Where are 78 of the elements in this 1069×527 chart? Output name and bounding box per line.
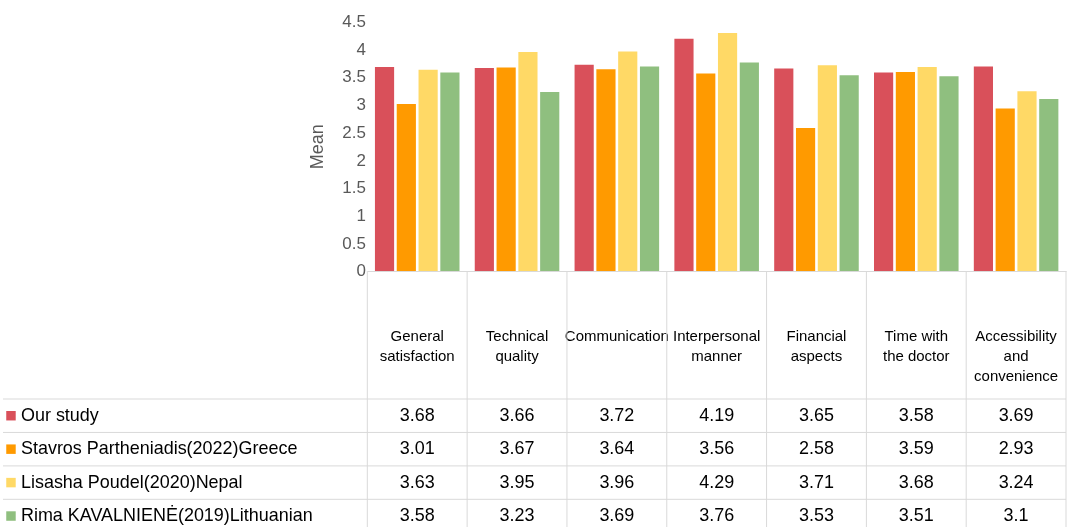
data-label: 2.58 (799, 438, 834, 459)
bar (973, 66, 993, 271)
y-tick-label: 2 (356, 150, 366, 170)
data-label: 3.1 (1003, 505, 1029, 526)
bar (618, 51, 638, 271)
data-label: 3.71 (799, 471, 834, 492)
bar (696, 73, 716, 271)
x-tick-label: Financial aspects (786, 326, 847, 364)
bar (674, 38, 694, 271)
legend-label: Rima KAVALNIENĖ(2019)Lithuanian (20, 505, 313, 526)
y-tick-label: 1 (356, 206, 366, 226)
x-tick-label: Accessibility and convenience (974, 326, 1059, 384)
bar (839, 75, 859, 271)
bar (440, 72, 460, 271)
x-tick-label: Technical quality (485, 326, 549, 364)
bar (496, 67, 516, 271)
data-label: 3.66 (499, 404, 535, 425)
y-tick-label: 0 (356, 261, 366, 281)
data-label: 3.64 (599, 438, 635, 459)
data-label: 3.63 (399, 471, 435, 492)
data-label: 3.76 (699, 505, 735, 526)
data-label: 4.29 (699, 471, 735, 492)
bar (817, 65, 837, 271)
data-label: 3.58 (399, 505, 435, 526)
bar (795, 127, 816, 271)
y-tick-label: 3 (356, 95, 366, 115)
bar (518, 51, 538, 271)
bar (995, 108, 1015, 271)
bar (939, 76, 959, 271)
x-tick-label: General satisfaction (379, 326, 455, 364)
bar (874, 72, 894, 271)
bar (1017, 91, 1037, 271)
bar (574, 64, 594, 271)
data-label: 4.19 (699, 404, 735, 425)
y-tick-label: 4.5 (342, 11, 366, 31)
data-label: 3.59 (898, 438, 934, 459)
bar (717, 33, 738, 271)
y-tick-label: 2.5 (342, 122, 366, 142)
data-label: 3.68 (898, 471, 934, 492)
bar (540, 91, 560, 271)
data-label: 3.56 (699, 438, 735, 459)
data-label: 3.65 (799, 404, 834, 425)
data-label: 2.93 (998, 438, 1034, 459)
y-tick-label: 3.5 (342, 67, 366, 87)
data-label: 3.01 (399, 438, 435, 459)
data-label: 3.96 (599, 471, 635, 492)
y-tick-label: 1.5 (342, 178, 366, 198)
data-label: 3.69 (599, 505, 635, 526)
bar (374, 66, 395, 271)
x-tick-label: Time with the doctor (883, 326, 950, 364)
bar (917, 66, 937, 271)
data-label: 3.51 (898, 505, 934, 526)
x-tick-label: Interpersonal manner (672, 326, 761, 364)
y-axis-title: Mean (307, 124, 328, 170)
bar (418, 69, 438, 271)
bar (596, 69, 616, 271)
bar (474, 68, 494, 271)
y-tick-label: 4 (356, 39, 366, 59)
data-label: 3.24 (998, 471, 1034, 492)
data-label: 3.53 (799, 505, 834, 526)
data-label: 3.68 (399, 404, 435, 425)
bar (774, 68, 794, 271)
y-tick-label: 0.5 (342, 233, 366, 253)
data-label: 3.23 (499, 505, 535, 526)
legend-label: Lisasha Poudel(2020)Nepal (20, 471, 243, 492)
data-label: 3.67 (499, 438, 535, 459)
bar (1039, 99, 1059, 271)
bar (739, 62, 759, 271)
data-label: 3.95 (499, 471, 535, 492)
data-label: 3.69 (998, 404, 1034, 425)
legend-label: Stavros Partheniadis(2022)Greece (20, 438, 298, 459)
legend-label: Our study (20, 404, 99, 425)
bar (396, 104, 416, 271)
bar (895, 71, 915, 271)
data-label: 3.72 (599, 404, 635, 425)
x-tick-label: Communication (564, 326, 669, 344)
bar (639, 66, 660, 271)
data-label: 3.58 (898, 404, 934, 425)
